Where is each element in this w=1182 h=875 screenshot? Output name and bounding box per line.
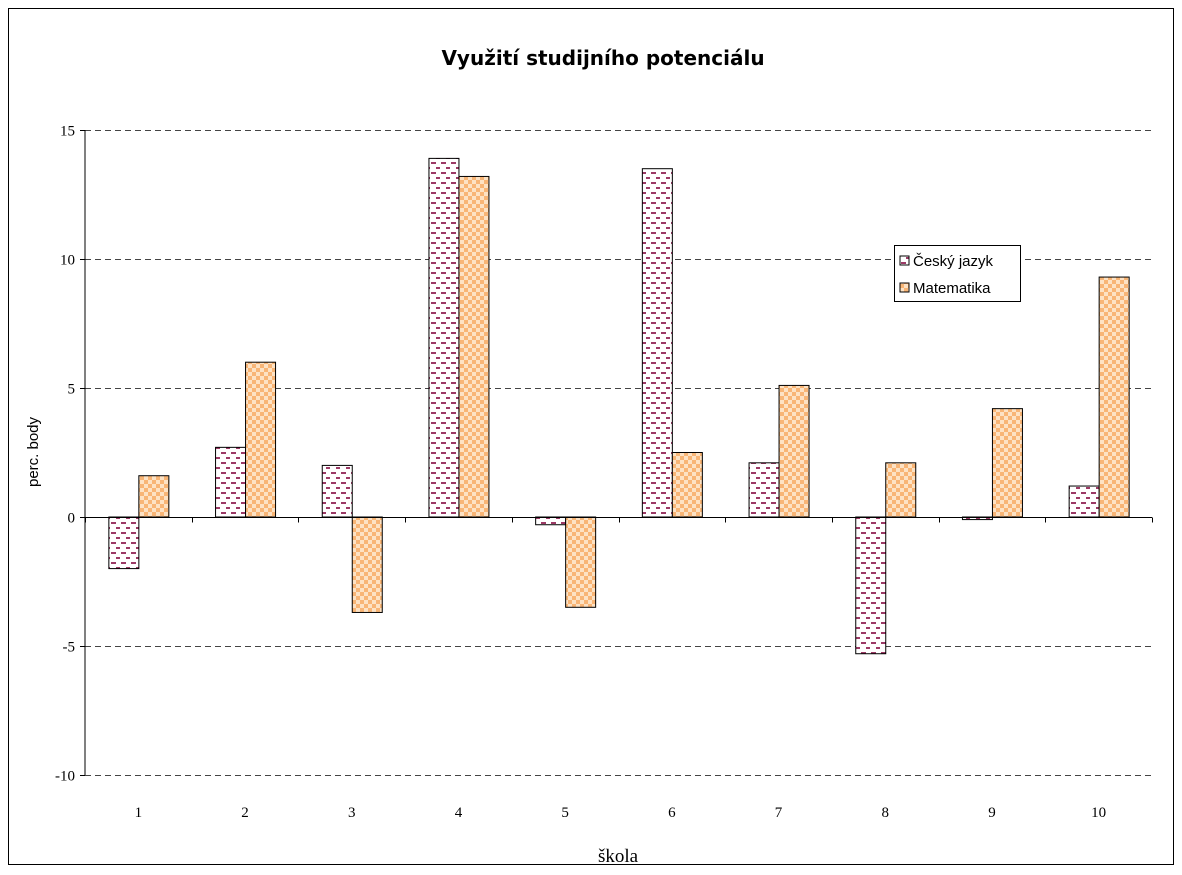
- bar-matematika-2: [245, 361, 277, 518]
- legend-swatch-cesky: [899, 255, 910, 266]
- x-axis-label: škola: [598, 846, 639, 867]
- bar-cesky-3: [321, 464, 353, 518]
- chart-title: Využití studijního potenciálu: [441, 46, 764, 70]
- bar-matematika-7: [778, 384, 810, 518]
- x-tick-label: 10: [1091, 805, 1106, 821]
- y-tick-label: 5: [68, 382, 76, 398]
- bar-cesky-4: [428, 157, 460, 518]
- bar-cesky-1: [108, 516, 140, 570]
- bar-cesky-2: [215, 446, 247, 518]
- bar-matematika-9: [991, 408, 1023, 518]
- bar-cesky-6: [641, 168, 673, 518]
- y-tick-label: -5: [63, 640, 76, 656]
- x-tick-label: 8: [882, 805, 890, 821]
- axis-layer: -10 -5 0 5 10 15 1 2 3 4 5 6 7 8 9 10: [55, 124, 1153, 821]
- y-tick-label: -10: [55, 769, 75, 785]
- bar-matematika-8: [885, 462, 917, 518]
- x-tick-label: 3: [348, 805, 356, 821]
- bar-cesky-8: [855, 516, 887, 655]
- x-tick-label: 2: [241, 805, 249, 821]
- bar-matematika-6: [671, 452, 703, 518]
- y-tick-label: 15: [60, 124, 75, 140]
- bar-matematika-1: [138, 475, 170, 518]
- y-tick-label: 0: [68, 511, 76, 527]
- legend-label-cesky: Český jazyk: [913, 253, 994, 270]
- bar-matematika-4: [458, 175, 490, 518]
- x-tick-label: 1: [135, 805, 143, 821]
- legend-label-matematika: Matematika: [913, 280, 991, 297]
- bar-cesky-7: [748, 462, 780, 518]
- legend-swatch-matematika: [899, 282, 910, 293]
- y-tick-label: 10: [60, 253, 75, 269]
- bar-matematika-5: [565, 516, 597, 608]
- legend-box: [894, 245, 1021, 302]
- y-axis-label: perc. body: [25, 416, 42, 487]
- bar-matematika-3: [351, 516, 383, 613]
- legend: Český jazyk Matematika: [894, 245, 1021, 302]
- x-tick-label: 4: [455, 805, 463, 821]
- bar-cesky-10: [1068, 485, 1100, 518]
- bar-matematika-10: [1098, 276, 1130, 518]
- x-tick-label: 5: [561, 805, 569, 821]
- chart-border: [8, 8, 1174, 865]
- x-tick-label: 6: [668, 805, 676, 821]
- bars-layer: [108, 157, 1130, 655]
- grid-layer: [85, 130, 1152, 776]
- bar-cesky-5: [535, 516, 567, 526]
- x-tick-label: 9: [988, 805, 996, 821]
- x-tick-label: 7: [775, 805, 783, 821]
